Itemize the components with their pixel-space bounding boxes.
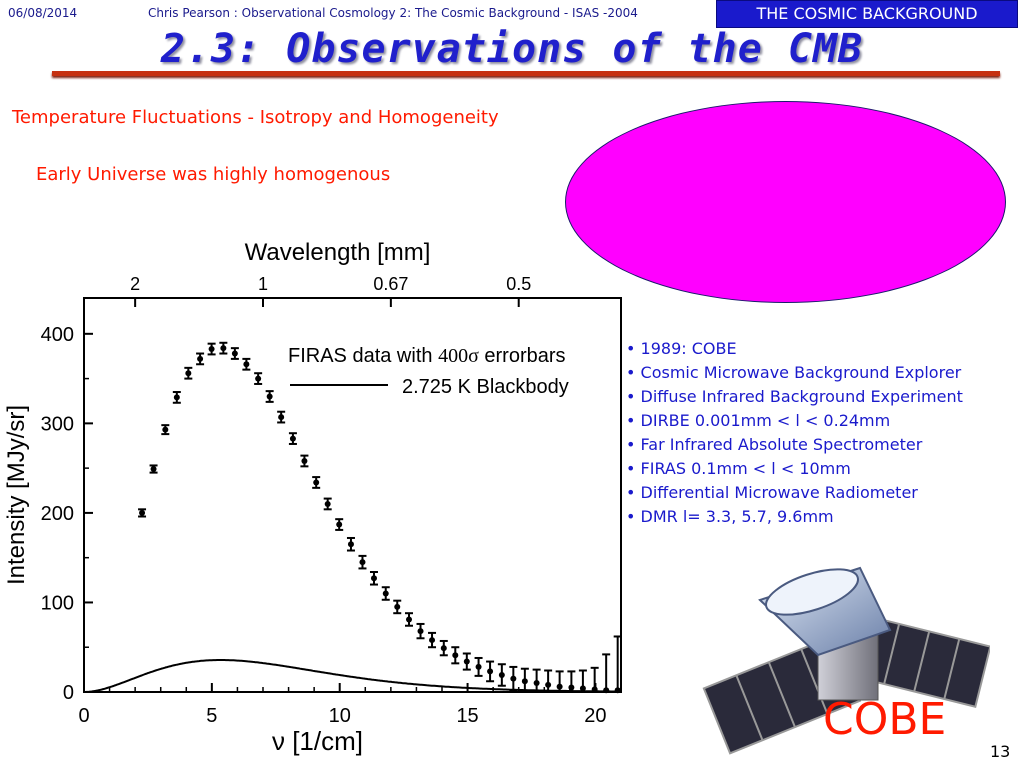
data-point <box>336 521 343 528</box>
data-point <box>208 346 215 353</box>
data-point <box>614 687 621 694</box>
data-point <box>591 686 598 693</box>
top-tick-label: 1 <box>258 274 268 294</box>
y-tick-label: 100 <box>41 592 74 614</box>
section-badge: THE COSMIC BACKGROUND <box>716 0 1018 28</box>
early-universe-text: Early Universe was highly homogenous <box>36 164 391 185</box>
data-point <box>429 637 436 644</box>
bullet-item: • DMR l= 3.3, 5.7, 9.6mm <box>626 507 834 526</box>
y-tick-label: 200 <box>41 503 74 525</box>
blackbody-curve <box>84 659 621 693</box>
y-tick-label: 400 <box>41 324 74 346</box>
data-point <box>510 675 517 682</box>
data-point <box>452 652 459 659</box>
data-point <box>313 479 320 486</box>
plot-frame <box>83 297 622 693</box>
data-point <box>162 426 169 433</box>
data-point <box>278 414 285 421</box>
legend-firas-label: FIRAS data with 400σ errorbars <box>288 345 566 367</box>
data-point <box>289 435 296 442</box>
data-point <box>487 668 494 675</box>
data-point <box>324 500 331 507</box>
x-axis-label: ν [1/cm] <box>272 726 363 756</box>
x-tick-label: 10 <box>329 705 351 727</box>
cobe-label: COBE <box>823 694 947 745</box>
data-point <box>463 658 470 665</box>
legend-math: 400σ <box>438 345 479 367</box>
magenta-ellipse <box>565 101 1006 303</box>
data-point <box>347 541 354 548</box>
x-tick-label: 0 <box>78 705 89 727</box>
data-point <box>545 681 552 688</box>
data-point <box>185 370 192 377</box>
data-point <box>417 628 424 635</box>
bullet-item: • FIRAS 0.1mm < l < 10mm <box>626 459 851 478</box>
data-point <box>231 350 238 357</box>
bullet-item: • Cosmic Microwave Background Explorer <box>626 363 962 382</box>
y-axis-label: Intensity [MJy/sr] <box>3 405 30 585</box>
legend-text: FIRAS data with <box>288 345 438 367</box>
bullet-item: • Far Infrared Absolute Spectrometer <box>626 435 923 454</box>
data-point <box>406 616 413 623</box>
x-tick-label: 20 <box>584 705 606 727</box>
data-point <box>173 394 180 401</box>
y-tick-label: 300 <box>41 413 74 435</box>
cobe-satellite-image <box>702 566 990 755</box>
top-tick-label: 0.5 <box>506 274 531 294</box>
data-point <box>568 684 575 691</box>
top-axis-label: Wavelength [mm] <box>245 239 431 266</box>
data-point <box>370 575 377 582</box>
top-tick-label: 0.67 <box>373 274 408 294</box>
data-point <box>603 687 610 694</box>
y-tick-label: 0 <box>63 682 74 704</box>
x-tick-label: 15 <box>456 705 478 727</box>
bullet-item: • DIRBE 0.001mm < l < 0.24mm <box>626 411 891 430</box>
data-point <box>359 559 366 566</box>
bullet-item: • 1989: COBE <box>626 339 737 358</box>
x-tick-label: 5 <box>206 705 217 727</box>
data-point <box>521 678 528 685</box>
data-point <box>139 509 146 516</box>
data-point <box>266 393 273 400</box>
cobe-bullet-list: • 1989: COBE • Cosmic Microwave Backgrou… <box>626 337 963 529</box>
data-point <box>498 671 505 678</box>
data-point <box>533 680 540 687</box>
bullet-item: • Differential Microwave Radiometer <box>626 483 918 502</box>
legend-blackbody-label: 2.725 K Blackbody <box>402 376 569 398</box>
title-underline <box>52 71 1000 76</box>
data-point <box>301 457 308 464</box>
slide-subtitle: Temperature Fluctuations - Isotropy and … <box>12 107 499 128</box>
data-point <box>475 663 482 670</box>
data-point <box>150 466 157 473</box>
bullet-item: • Diffuse Infrared Background Experiment <box>626 387 963 406</box>
data-point <box>243 361 250 368</box>
data-point <box>197 355 204 362</box>
legend-text: errorbars <box>479 345 566 367</box>
data-point <box>579 685 586 692</box>
data-point <box>382 590 389 597</box>
data-point <box>220 345 227 352</box>
slide-number: 13 <box>990 742 1011 761</box>
top-tick-label: 2 <box>130 274 140 294</box>
data-point <box>255 375 262 382</box>
data-point <box>556 683 563 690</box>
header-date: 06/08/2014 <box>8 6 78 20</box>
header-author-line: Chris Pearson : Observational Cosmology … <box>148 6 638 20</box>
data-point <box>440 645 447 652</box>
data-point <box>394 603 401 610</box>
slide-title: 2.3: Observations of the CMB <box>160 26 864 72</box>
